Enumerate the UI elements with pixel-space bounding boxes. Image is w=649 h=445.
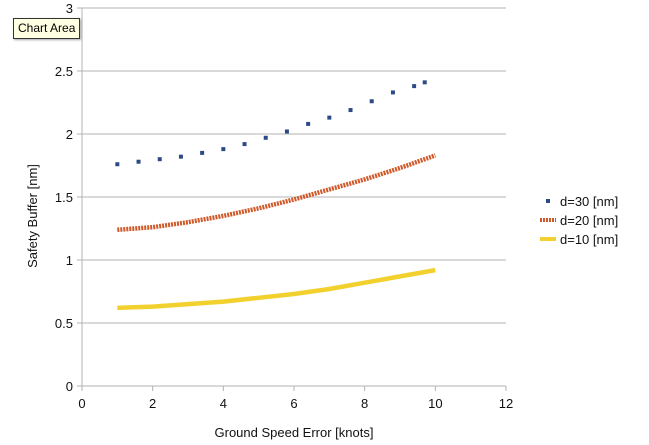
y-tick-label: 2	[66, 127, 73, 142]
series-group	[115, 80, 437, 311]
series-point	[157, 157, 162, 162]
x-tick-label: 12	[499, 396, 513, 411]
series-point	[284, 129, 289, 134]
x-tick-label: 4	[220, 396, 227, 411]
series-point	[306, 121, 311, 126]
series-point	[327, 115, 332, 120]
x-tick-label: 0	[78, 396, 85, 411]
legend: d=30 [nm] d=20 [nm] d=10 [nm]	[540, 194, 618, 247]
chart-area-tooltip: Chart Area	[13, 18, 81, 39]
axes: 0 0.5 1 1.5 2 2.5 3 0 2 4 6 8 10 12	[55, 1, 513, 411]
series-point	[369, 99, 374, 104]
y-tick-label: 1.5	[55, 190, 73, 205]
y-tick-label: 1	[66, 253, 73, 268]
series-point	[390, 90, 395, 95]
x-tick-label: 2	[149, 396, 156, 411]
y-tick-label: 3	[66, 1, 73, 16]
y-tick-label: 0	[66, 379, 73, 394]
x-tick-label: 10	[428, 396, 442, 411]
legend-label: d=10 [nm]	[560, 232, 618, 247]
y-tick-label: 2.5	[55, 64, 73, 79]
series-point	[412, 84, 417, 89]
series-point	[263, 135, 268, 140]
y-axis-title: Safety Buffer [nm]	[25, 164, 40, 268]
series-point	[115, 162, 120, 167]
series-point	[221, 147, 226, 152]
series-point	[348, 108, 353, 113]
series-point	[242, 142, 247, 147]
y-tick-label: 0.5	[55, 316, 73, 331]
x-axis-title: Ground Speed Error [knots]	[215, 425, 374, 440]
series-point	[200, 150, 205, 155]
x-tick-label: 6	[290, 396, 297, 411]
series-point	[178, 154, 183, 159]
series-point	[422, 80, 427, 85]
series-line	[117, 267, 436, 311]
legend-label: d=20 [nm]	[560, 213, 618, 228]
legend-swatch	[546, 199, 550, 203]
legend-label: d=30 [nm]	[560, 194, 618, 209]
series-point	[136, 159, 141, 164]
series-line	[117, 153, 437, 233]
x-tick-label: 8	[361, 396, 368, 411]
grid-lines	[82, 7, 506, 324]
